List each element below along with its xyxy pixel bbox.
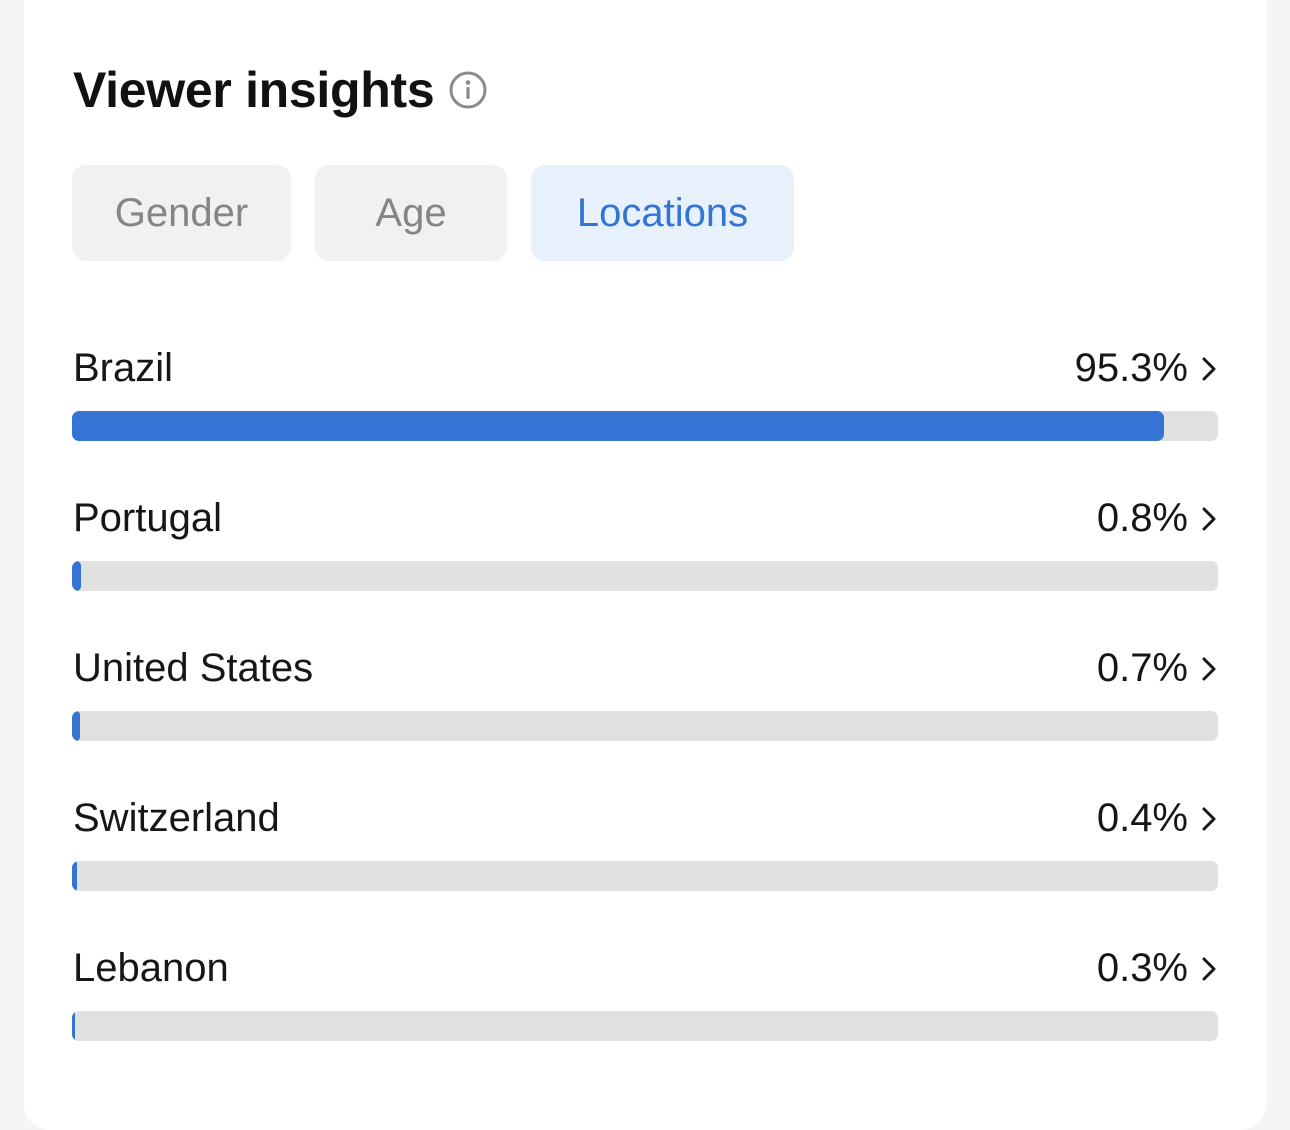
percent-label: 0.3% [1096, 946, 1188, 990]
progress-track [72, 861, 1218, 891]
percent-label: 0.7% [1096, 646, 1188, 690]
progress-track [72, 711, 1218, 741]
location-row: Brazil 95.3% [72, 340, 1218, 490]
tab-locations[interactable]: Locations [531, 165, 794, 261]
location-row: Portugal 0.8% [72, 490, 1218, 640]
info-icon[interactable] [448, 70, 488, 110]
chevron-right-icon [1200, 804, 1218, 834]
country-label: Switzerland [73, 796, 280, 840]
locations-list: Brazil 95.3% Portugal 0.8% [72, 340, 1218, 1090]
location-row-brazil[interactable]: Brazil 95.3% [72, 340, 1218, 396]
chevron-right-icon [1200, 654, 1218, 684]
percent-label: 0.4% [1096, 796, 1188, 840]
percent-label: 95.3% [1074, 346, 1188, 390]
location-row-lebanon[interactable]: Lebanon 0.3% [72, 940, 1218, 996]
title-row: Viewer insights [73, 62, 488, 118]
country-label: Portugal [73, 496, 222, 540]
chevron-right-icon [1200, 504, 1218, 534]
location-row: Lebanon 0.3% [72, 940, 1218, 1090]
progress-fill [72, 561, 82, 591]
progress-fill [72, 711, 81, 741]
location-row: Switzerland 0.4% [72, 790, 1218, 940]
country-label: Lebanon [73, 946, 229, 990]
insight-tabs: Gender Age Locations [72, 165, 818, 261]
percent-label: 0.8% [1096, 496, 1188, 540]
progress-track [72, 561, 1218, 591]
progress-track [72, 411, 1218, 441]
location-row-portugal[interactable]: Portugal 0.8% [72, 490, 1218, 546]
page-title: Viewer insights [73, 62, 435, 118]
progress-fill [72, 411, 1165, 441]
location-row: United States 0.7% [72, 640, 1218, 790]
chevron-right-icon [1200, 954, 1218, 984]
location-row-united-states[interactable]: United States 0.7% [72, 640, 1218, 696]
progress-fill [72, 1011, 76, 1041]
chevron-right-icon [1200, 354, 1218, 384]
tab-age[interactable]: Age [315, 165, 507, 261]
country-label: Brazil [73, 346, 174, 390]
progress-fill [72, 861, 77, 891]
progress-track [72, 1011, 1218, 1041]
tab-gender[interactable]: Gender [72, 165, 291, 261]
location-row-switzerland[interactable]: Switzerland 0.4% [72, 790, 1218, 846]
country-label: United States [73, 646, 314, 690]
